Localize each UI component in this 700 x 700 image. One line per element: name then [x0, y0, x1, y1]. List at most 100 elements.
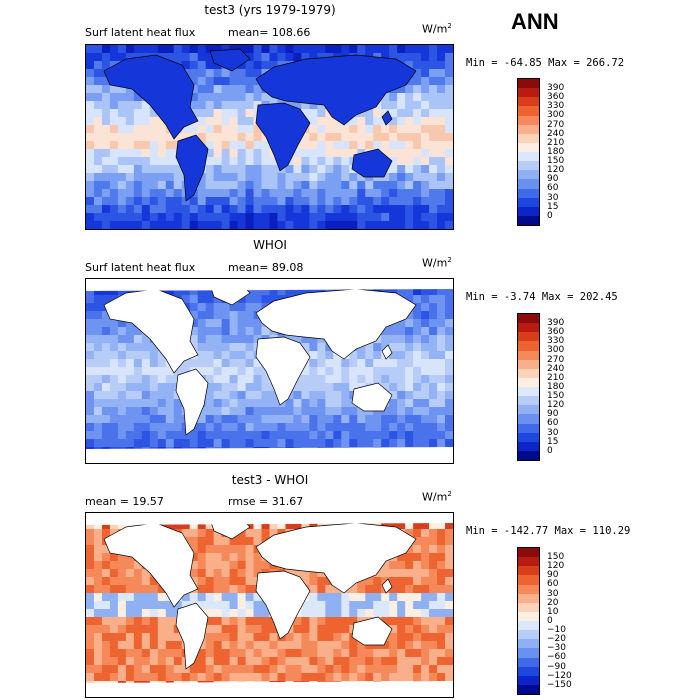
- field-cell: [93, 367, 103, 376]
- field-cell: [213, 569, 223, 578]
- field-cell: [429, 383, 438, 392]
- field-cell: [125, 189, 135, 198]
- field-cell: [309, 53, 318, 62]
- field-cell: [205, 553, 215, 562]
- field-cell: [381, 601, 390, 610]
- field-cell: [357, 351, 366, 360]
- field-cell: [365, 431, 374, 440]
- field-cell: [86, 295, 95, 304]
- field-cell: [373, 213, 382, 222]
- field-cell: [413, 295, 422, 304]
- field-cell: [357, 45, 366, 54]
- field-cell: [301, 391, 310, 400]
- field-cell: [221, 189, 231, 198]
- field-cell: [269, 633, 279, 642]
- field-cell: [149, 359, 159, 368]
- field-cell: [397, 327, 406, 336]
- field-cell: [341, 213, 350, 222]
- field-cell: [93, 553, 103, 562]
- field-cell: [213, 101, 223, 110]
- colorbar-swatch: [518, 341, 539, 351]
- field-cell: [197, 423, 207, 432]
- field-cell: [309, 141, 318, 150]
- field-cell: [349, 617, 358, 626]
- field-cell: [389, 633, 398, 642]
- field-cell: [405, 367, 414, 376]
- field-cell: [349, 593, 358, 602]
- field-cell: [413, 585, 422, 594]
- field-cell: [125, 117, 135, 126]
- field-cell: [221, 593, 231, 602]
- field-cell: [261, 221, 271, 229]
- field-cell: [189, 197, 199, 206]
- field-cell: [125, 351, 135, 360]
- field-cell: [325, 173, 334, 182]
- field-cell: [205, 197, 215, 206]
- colorbar-swatch: [518, 115, 539, 125]
- field-cell: [421, 569, 430, 578]
- field-cell: [301, 109, 310, 118]
- field-cell: [269, 399, 279, 408]
- field-cell: [245, 561, 255, 570]
- field-cell: [269, 521, 279, 530]
- field-cell: [149, 593, 159, 602]
- field-cell: [149, 157, 159, 166]
- field-cell: [141, 157, 151, 166]
- field-cell: [285, 181, 295, 190]
- field-cell: [317, 125, 326, 134]
- field-cell: [309, 641, 318, 650]
- field-cell: [109, 593, 119, 602]
- field-cell: [269, 61, 279, 70]
- field-cell: [397, 213, 406, 222]
- field-cell: [125, 157, 135, 166]
- field-cell: [141, 657, 151, 666]
- field-cell: [445, 93, 453, 102]
- field-cell: [365, 205, 374, 214]
- field-cell: [325, 439, 334, 448]
- field-cell: [269, 221, 279, 229]
- field-cell: [213, 399, 223, 408]
- field-cell: [253, 625, 263, 634]
- field-cell: [205, 537, 215, 546]
- field-cell: [221, 173, 231, 182]
- field-cell: [245, 529, 255, 538]
- field-cell: [133, 149, 143, 158]
- field-cell: [301, 617, 310, 626]
- field-cell: [421, 157, 430, 166]
- field-cell: [301, 221, 310, 229]
- field-cell: [325, 649, 334, 658]
- field-cell: [253, 383, 263, 392]
- field-cell: [389, 213, 398, 222]
- field-cell: [133, 165, 143, 174]
- field-cell: [293, 213, 303, 222]
- field-cell: [133, 93, 143, 102]
- field-cell: [405, 415, 414, 424]
- field-cell: [389, 601, 398, 610]
- field-cell: [86, 53, 95, 62]
- field-cell: [349, 641, 358, 650]
- field-cell: [237, 197, 247, 206]
- field-cell: [245, 117, 255, 126]
- field-cell: [93, 109, 103, 118]
- field-cell: [189, 529, 199, 538]
- field-cell: [213, 133, 223, 142]
- field-cell: [237, 673, 247, 682]
- field-cell: [237, 335, 247, 344]
- field-cell: [93, 585, 103, 594]
- field-cell: [93, 189, 103, 198]
- field-cell: [221, 649, 231, 658]
- field-cell: [333, 221, 342, 229]
- field-cell: [101, 601, 111, 610]
- field-cell: [213, 69, 223, 78]
- panel-1-minmax: Min = -64.85 Max = 266.72: [466, 57, 625, 69]
- field-cell: [237, 415, 247, 424]
- field-cell: [141, 601, 151, 610]
- field-cell: [189, 319, 199, 328]
- field-cell: [229, 633, 239, 642]
- field-cell: [405, 617, 414, 626]
- field-cell: [381, 673, 390, 682]
- field-cell: [141, 423, 151, 432]
- field-cell: [229, 157, 239, 166]
- field-cell: [293, 45, 303, 54]
- field-cell: [101, 359, 111, 368]
